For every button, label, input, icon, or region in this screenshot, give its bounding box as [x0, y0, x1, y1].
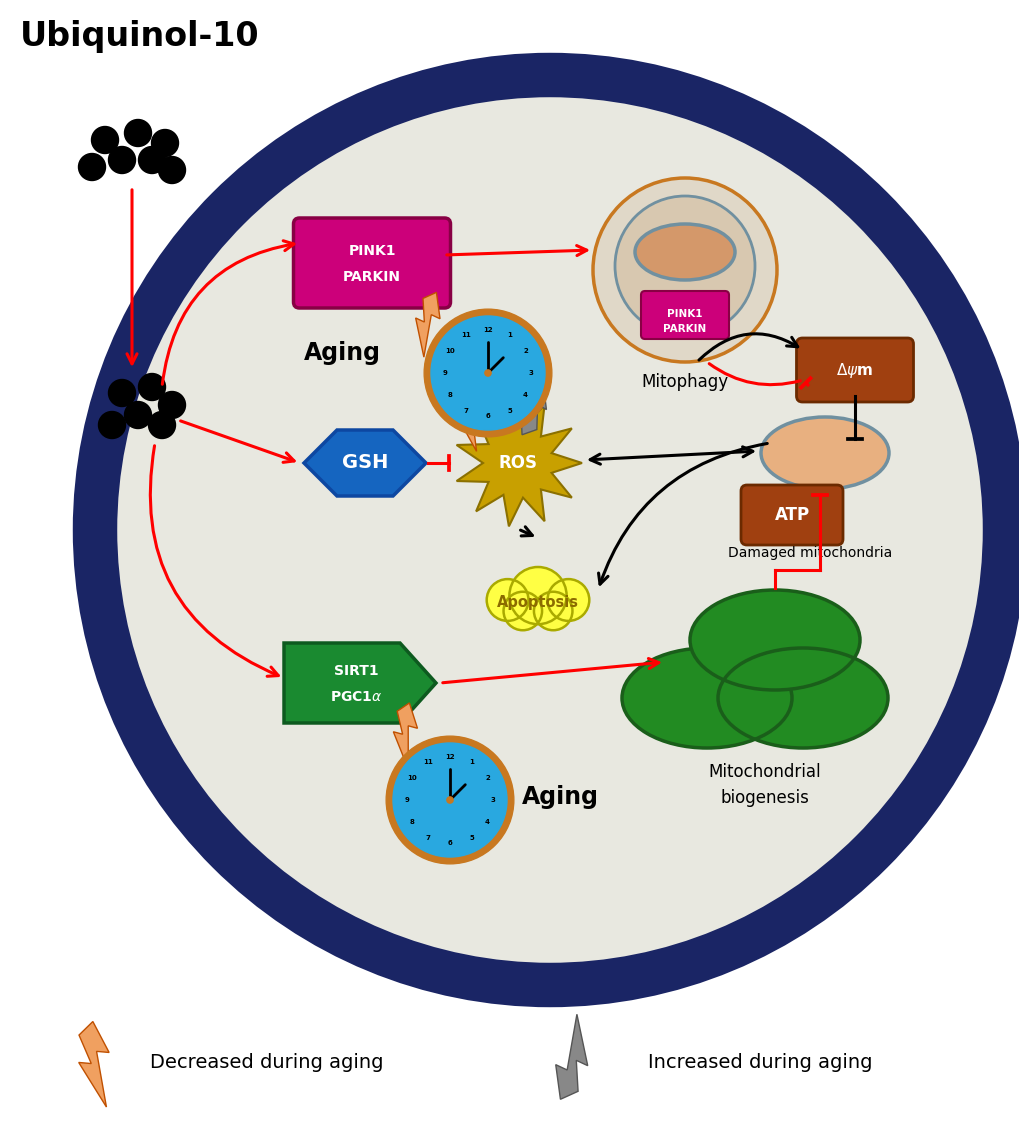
- Circle shape: [392, 742, 506, 857]
- Circle shape: [446, 796, 452, 803]
- FancyBboxPatch shape: [640, 291, 729, 339]
- Text: Mitophagy: Mitophagy: [641, 374, 728, 391]
- Text: Ubiquinol-10: Ubiquinol-10: [20, 20, 260, 53]
- Circle shape: [92, 126, 118, 153]
- Polygon shape: [457, 399, 582, 526]
- Circle shape: [158, 392, 185, 418]
- Text: PARKIN: PARKIN: [662, 324, 706, 334]
- Text: 3: 3: [529, 370, 533, 376]
- Text: 12: 12: [483, 326, 492, 333]
- Circle shape: [547, 579, 589, 621]
- Ellipse shape: [689, 590, 859, 690]
- Text: ATP: ATP: [773, 506, 809, 524]
- Circle shape: [149, 412, 175, 439]
- Text: 5: 5: [506, 407, 512, 414]
- Ellipse shape: [635, 224, 735, 280]
- FancyBboxPatch shape: [740, 485, 842, 544]
- Text: 1: 1: [469, 759, 474, 765]
- Circle shape: [508, 567, 566, 624]
- Circle shape: [95, 75, 1004, 985]
- Text: PINK1: PINK1: [347, 244, 395, 259]
- Circle shape: [124, 119, 152, 146]
- Text: Increased during aging: Increased during aging: [647, 1053, 871, 1072]
- Text: ROS: ROS: [498, 455, 537, 472]
- Text: 8: 8: [447, 392, 452, 397]
- Circle shape: [386, 736, 514, 864]
- Text: 3: 3: [490, 796, 495, 803]
- Text: 11: 11: [461, 333, 471, 339]
- Polygon shape: [520, 368, 546, 434]
- Text: Mitochondrial: Mitochondrial: [708, 763, 820, 781]
- Circle shape: [99, 412, 125, 439]
- Polygon shape: [457, 386, 480, 451]
- Text: PARKIN: PARKIN: [342, 270, 400, 284]
- Text: Decreased during aging: Decreased during aging: [150, 1053, 383, 1072]
- Text: 6: 6: [485, 413, 490, 420]
- Text: Aging: Aging: [304, 341, 380, 364]
- Circle shape: [139, 146, 165, 173]
- Text: 12: 12: [444, 754, 454, 759]
- Circle shape: [431, 316, 544, 430]
- Circle shape: [158, 156, 185, 183]
- Text: 5: 5: [469, 835, 474, 840]
- Text: GSH: GSH: [341, 453, 388, 472]
- Text: Apoptosis: Apoptosis: [496, 594, 579, 610]
- Circle shape: [108, 146, 136, 173]
- Text: 8: 8: [410, 819, 415, 825]
- Text: PGC1$\alpha$: PGC1$\alpha$: [330, 691, 382, 704]
- Text: 6: 6: [447, 840, 452, 846]
- Text: $\Delta\psi$m: $\Delta\psi$m: [836, 360, 872, 379]
- FancyBboxPatch shape: [796, 338, 913, 402]
- Circle shape: [424, 309, 551, 436]
- Text: 4: 4: [485, 819, 489, 825]
- FancyBboxPatch shape: [293, 218, 450, 308]
- Circle shape: [503, 592, 541, 630]
- Polygon shape: [415, 292, 439, 357]
- Circle shape: [108, 379, 136, 406]
- Text: 2: 2: [523, 349, 528, 354]
- Ellipse shape: [760, 417, 889, 489]
- Text: biogenesis: biogenesis: [719, 789, 809, 807]
- Text: 7: 7: [426, 835, 430, 840]
- Circle shape: [484, 370, 491, 376]
- Text: 4: 4: [523, 392, 528, 397]
- Text: 10: 10: [445, 349, 454, 354]
- Text: 1: 1: [506, 333, 512, 339]
- Polygon shape: [283, 644, 435, 723]
- Polygon shape: [555, 1015, 587, 1099]
- Circle shape: [614, 196, 754, 336]
- Circle shape: [139, 374, 165, 400]
- Polygon shape: [78, 1022, 109, 1107]
- Text: PINK1: PINK1: [666, 309, 702, 319]
- Ellipse shape: [717, 648, 888, 748]
- Text: 11: 11: [423, 759, 433, 765]
- Text: 9: 9: [442, 370, 446, 376]
- Text: Damaged mitochondria: Damaged mitochondria: [728, 546, 892, 560]
- Text: 7: 7: [464, 407, 469, 414]
- Text: SIRT1: SIRT1: [334, 664, 378, 678]
- Circle shape: [592, 178, 776, 362]
- Circle shape: [152, 129, 178, 156]
- Circle shape: [124, 402, 152, 429]
- Polygon shape: [304, 430, 426, 496]
- Ellipse shape: [622, 648, 791, 748]
- Text: 2: 2: [485, 775, 489, 782]
- Text: 10: 10: [408, 775, 417, 782]
- Polygon shape: [393, 703, 417, 768]
- Circle shape: [486, 579, 528, 621]
- Circle shape: [78, 153, 105, 180]
- Text: Aging: Aging: [521, 785, 598, 809]
- Circle shape: [533, 592, 572, 630]
- Text: 9: 9: [404, 796, 409, 803]
